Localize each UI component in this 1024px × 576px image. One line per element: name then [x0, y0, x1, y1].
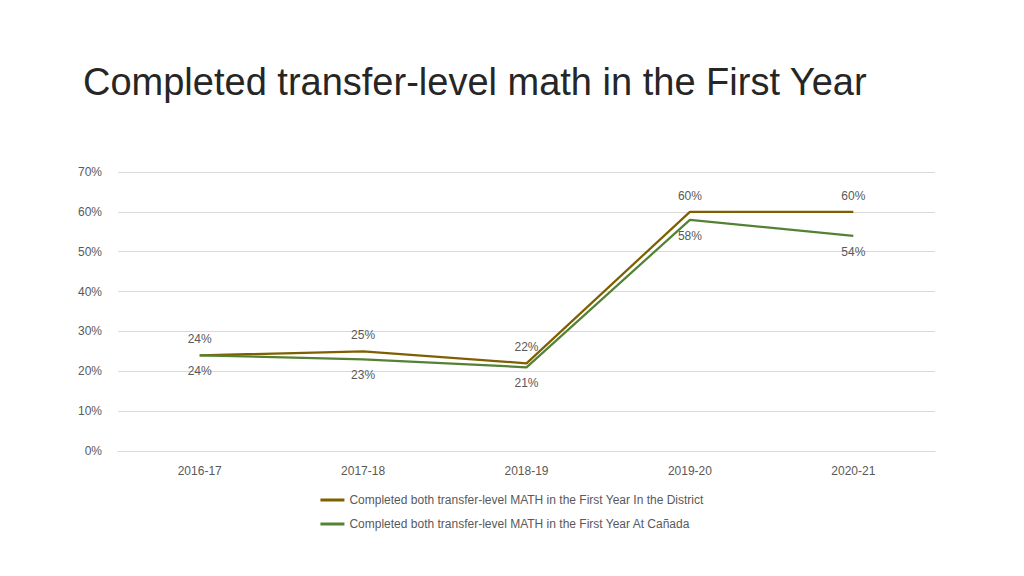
svg-text:Completed transfer-level math: Completed transfer-level math in the Fir…: [83, 61, 867, 103]
svg-text:2020-21: 2020-21: [831, 464, 875, 478]
svg-text:Completed both transfer-level: Completed both transfer-level MATH in th…: [349, 493, 704, 507]
svg-text:30%: 30%: [78, 324, 102, 338]
svg-text:2019-20: 2019-20: [668, 464, 712, 478]
svg-text:24%: 24%: [188, 332, 212, 346]
svg-text:60%: 60%: [841, 189, 865, 203]
svg-text:60%: 60%: [678, 189, 702, 203]
svg-text:40%: 40%: [78, 285, 102, 299]
svg-text:24%: 24%: [188, 364, 212, 378]
svg-text:23%: 23%: [351, 368, 375, 382]
svg-text:70%: 70%: [78, 165, 102, 179]
svg-text:22%: 22%: [514, 340, 538, 354]
svg-text:58%: 58%: [678, 229, 702, 243]
svg-text:25%: 25%: [351, 328, 375, 342]
svg-text:0%: 0%: [85, 444, 103, 458]
svg-text:60%: 60%: [78, 205, 102, 219]
svg-text:10%: 10%: [78, 404, 102, 418]
svg-text:54%: 54%: [841, 245, 865, 259]
svg-text:21%: 21%: [514, 376, 538, 390]
svg-text:2018-19: 2018-19: [504, 464, 548, 478]
svg-text:2017-18: 2017-18: [341, 464, 385, 478]
svg-text:2016-17: 2016-17: [178, 464, 222, 478]
svg-text:Completed both transfer-level: Completed both transfer-level MATH in th…: [349, 517, 689, 531]
svg-text:20%: 20%: [78, 364, 102, 378]
svg-text:50%: 50%: [78, 245, 102, 259]
